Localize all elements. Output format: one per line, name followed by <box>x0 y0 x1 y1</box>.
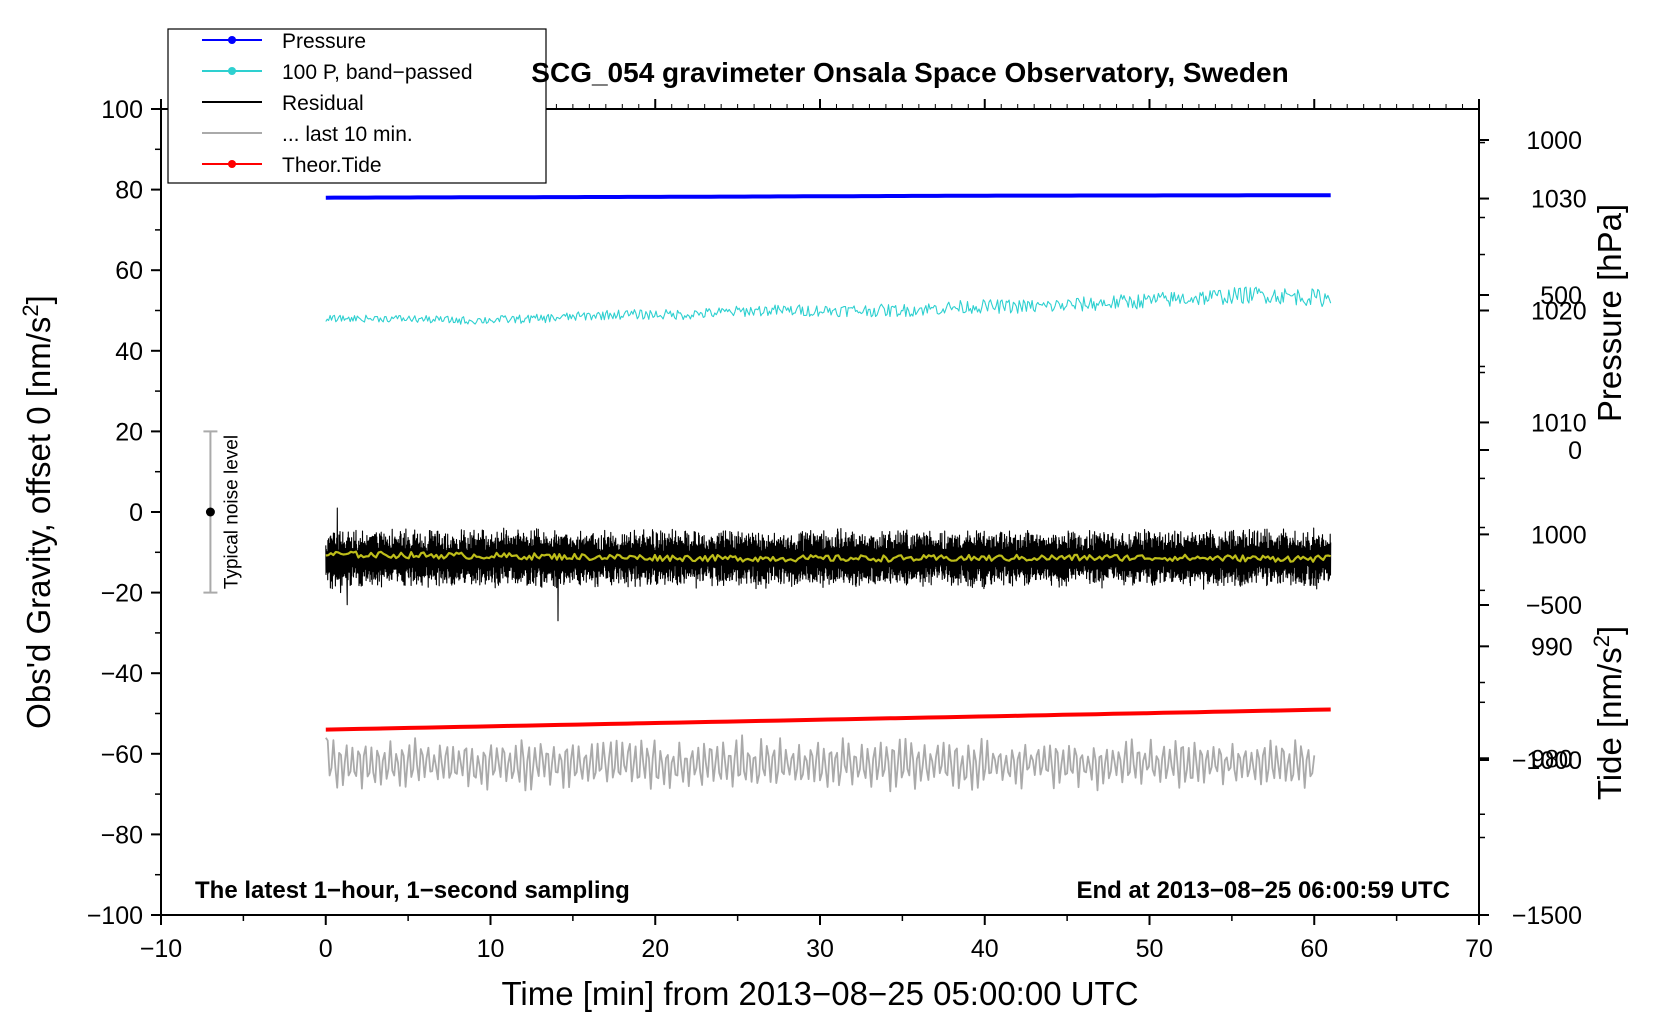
ticks-layer: −10 0 10 20 30 40 50 60 70−100−80−60−40−20020406… <box>87 96 1587 963</box>
tide-tick-label: −1500 <box>1512 902 1582 930</box>
y-tick-label: 100 <box>101 96 143 124</box>
series-residual <box>325 507 1332 622</box>
noise-label: Typical noise level <box>221 435 242 589</box>
tide-axis-title: Tide [nm/s2] <box>1589 626 1628 800</box>
y-tick-label: 20 <box>115 418 143 446</box>
pressure-tick-label: 1030 <box>1531 186 1587 214</box>
x-tick-label: 20 <box>641 935 669 963</box>
tide-tick-label: −500 <box>1526 592 1582 620</box>
series-residual-smoothed <box>325 550 1331 563</box>
y-tick-label: −20 <box>101 580 143 608</box>
chart-title: SCG_054 gravimeter Onsala Space Observat… <box>531 57 1288 88</box>
y-tick-label: 0 <box>129 499 143 527</box>
series-theoretical-tide <box>325 707 1331 732</box>
tide-tick-label: 1000 <box>1526 127 1582 155</box>
legend-label: Residual <box>282 92 364 115</box>
annotation-bottom-right: End at 2013−08−25 06:00:59 UTC <box>1076 877 1450 904</box>
legend-marker <box>228 67 236 75</box>
legend-label: Pressure <box>282 30 366 53</box>
pressure-tick-label: 980 <box>1531 745 1573 773</box>
series-pressure <box>325 193 1331 200</box>
tide-tick-label: 500 <box>1540 282 1582 310</box>
annotation-bottom-left: The latest 1−hour, 1−second sampling <box>195 877 630 904</box>
series-pressure-band-passed <box>325 286 1332 325</box>
y-tick-label: −40 <box>101 660 143 688</box>
y-tick-label: −100 <box>87 902 143 930</box>
noise-indicator: Typical noise level <box>203 430 242 594</box>
y-tick-label: 80 <box>115 177 143 205</box>
legend-label: Theor.Tide <box>282 154 382 177</box>
series-layer <box>325 193 1332 793</box>
pressure-tick-label: 1020 <box>1531 298 1587 326</box>
x-tick-label: 60 <box>1300 935 1328 963</box>
x-axis-title: Time [min] from 2013−08−25 05:00:00 UTC <box>501 975 1138 1012</box>
pressure-tick-label: 1000 <box>1531 521 1587 549</box>
noise-center-dot <box>205 507 215 517</box>
y-axis-title: Obs'd Gravity, offset 0 [nm/s2] <box>18 295 57 729</box>
y-tick-label: 60 <box>115 257 143 285</box>
plot-frame <box>160 108 1480 916</box>
legend: Pressure 100 P, band−passed Residual ... la… <box>167 28 547 184</box>
x-tick-label: −10 <box>140 935 182 963</box>
x-tick-label: 50 <box>1136 935 1164 963</box>
x-tick-label: 30 <box>806 935 834 963</box>
x-tick-label: 70 <box>1465 935 1493 963</box>
series-last-10-min <box>325 734 1316 793</box>
x-tick-label: 10 <box>477 935 505 963</box>
legend-label: ... last 10 min. <box>282 123 413 146</box>
pressure-tick-label: 1010 <box>1531 409 1587 437</box>
y-tick-label: −60 <box>101 741 143 769</box>
x-tick-label: 40 <box>971 935 999 963</box>
legend-box <box>167 28 547 184</box>
pressure-axis-title: Pressure [hPa] <box>1591 204 1628 422</box>
legend-label: 100 P, band−passed <box>282 61 473 84</box>
y-tick-label: −80 <box>101 821 143 849</box>
x-tick-label: 0 <box>319 935 333 963</box>
tide-tick-label: 0 <box>1568 437 1582 465</box>
legend-marker <box>228 36 236 44</box>
pressure-tick-label: 990 <box>1531 633 1573 661</box>
tide-tick-label: −1000 <box>1512 747 1582 775</box>
legend-marker <box>228 160 236 168</box>
y-tick-label: 40 <box>115 338 143 366</box>
